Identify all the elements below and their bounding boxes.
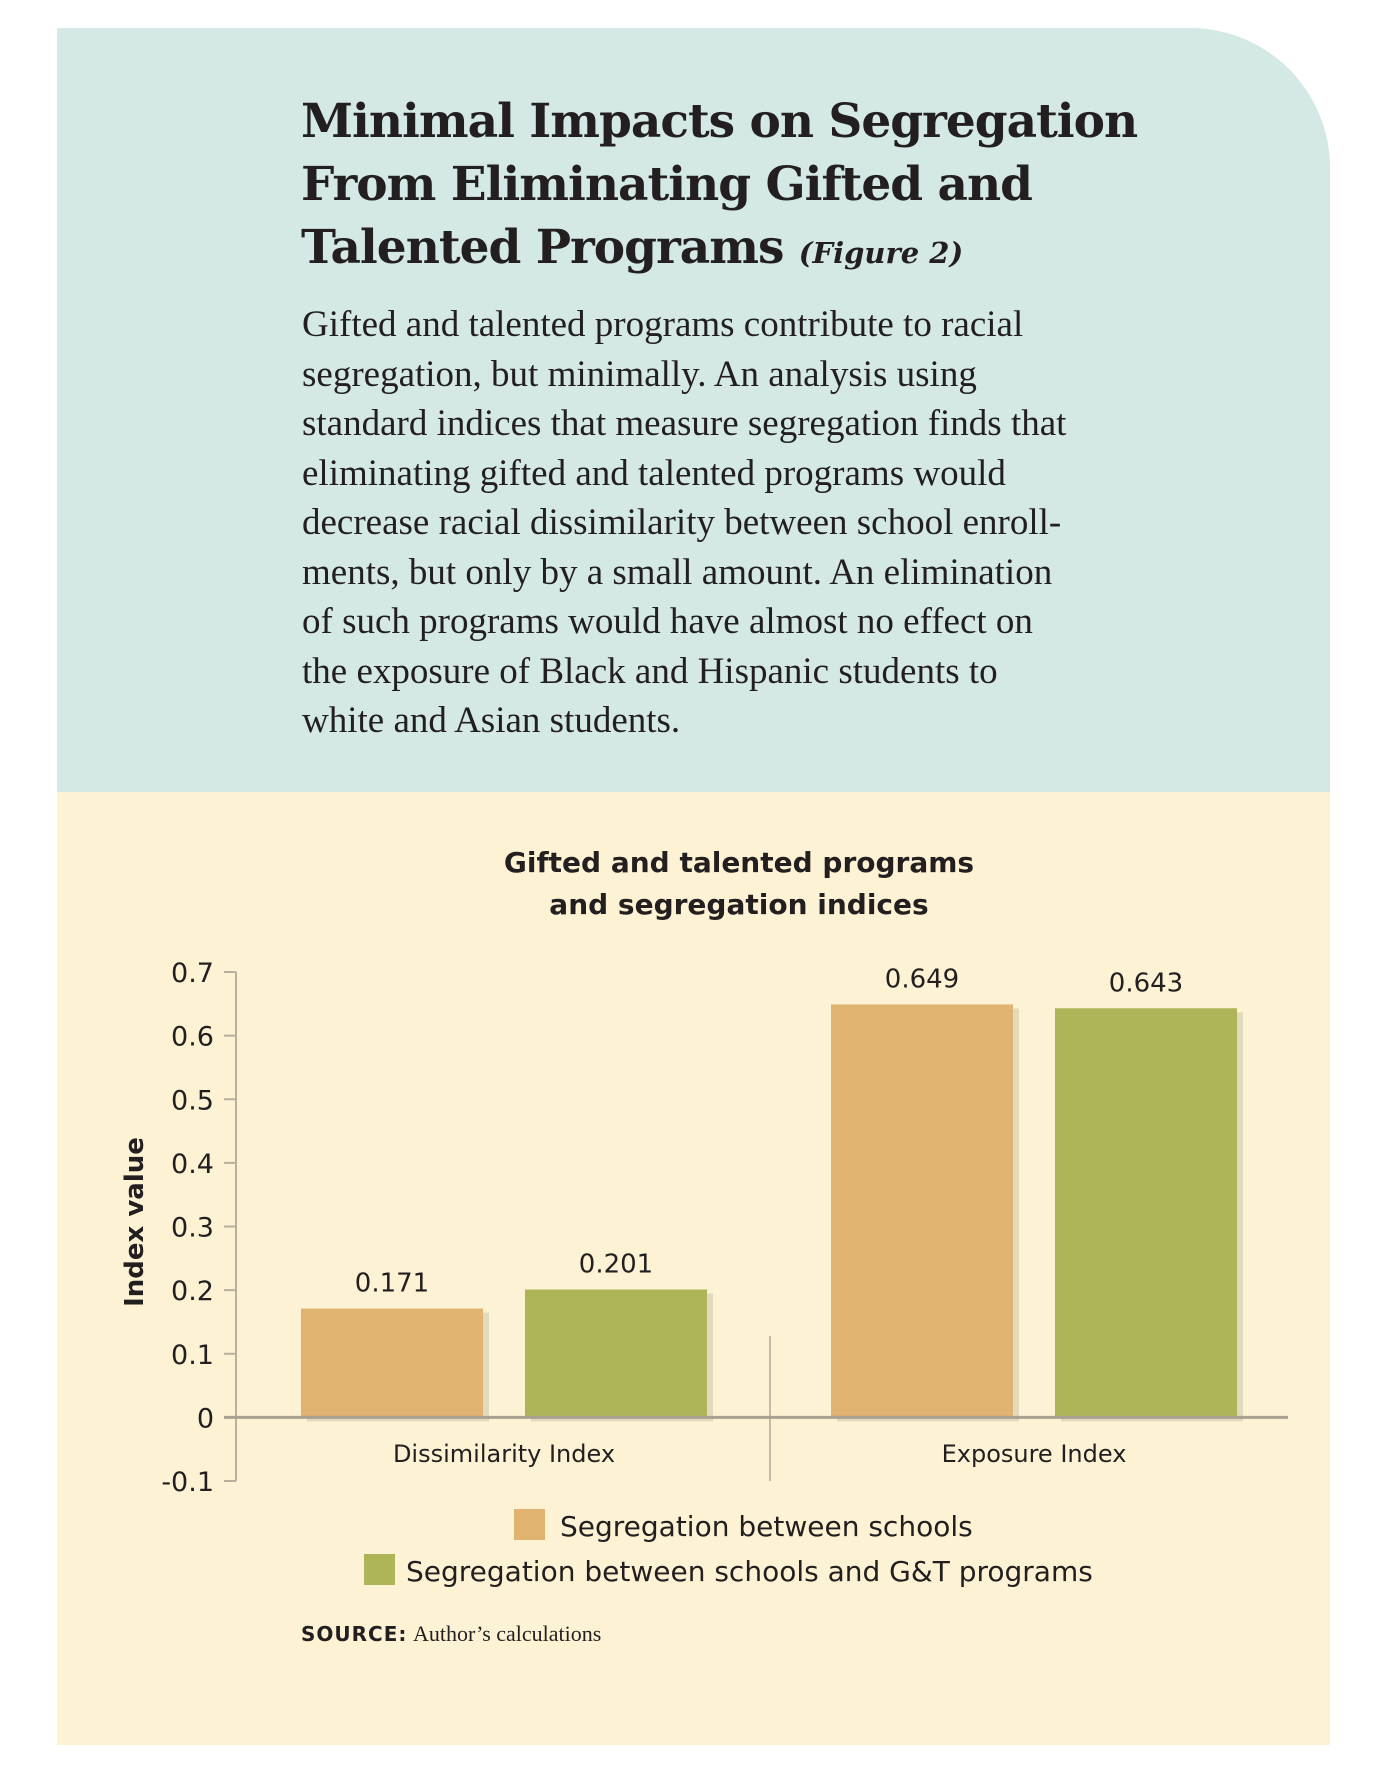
legend-swatch xyxy=(364,1554,395,1585)
chart-title: and segregation indices xyxy=(549,888,928,921)
description-line: eliminating gifted and talented programs… xyxy=(302,452,1006,494)
y-axis-label: Index value xyxy=(120,1137,150,1307)
legend-label: Segregation between schools xyxy=(560,1510,973,1543)
description-line: standard indices that measure segregatio… xyxy=(302,403,1067,444)
bar xyxy=(831,1004,1013,1418)
data-label: 0.201 xyxy=(579,1249,653,1279)
figure-panel: Minimal Impacts on Segregation From Elim… xyxy=(57,28,1330,1745)
figure-title: Minimal Impacts on Segregation From Elim… xyxy=(301,90,1261,285)
header-section xyxy=(57,28,1330,792)
data-label: 0.171 xyxy=(355,1269,429,1299)
y-tick-label: 0 xyxy=(197,1403,214,1434)
title-text: Minimal Impacts on Segregation From Elim… xyxy=(301,94,1138,275)
description-line: the exposure of Black and Hispanic stude… xyxy=(302,650,998,692)
source-note: SOURCE: Author’s calculations xyxy=(301,1621,601,1647)
bar xyxy=(1055,1008,1237,1418)
description: Gifted and talented programs contribute … xyxy=(302,300,1282,746)
data-label: 0.643 xyxy=(1109,968,1183,998)
y-tick-label: 0.5 xyxy=(171,1085,214,1116)
x-tick-label: Exposure Index xyxy=(942,1440,1127,1468)
bar xyxy=(301,1308,483,1418)
chart-title: Gifted and talented programs xyxy=(504,846,974,879)
description-line: segregation, but minimally. An analysis … xyxy=(302,353,977,395)
description-line: ments, but only by a small amount. An el… xyxy=(302,551,1053,593)
y-tick-label: 0.7 xyxy=(171,958,214,989)
bar xyxy=(525,1289,707,1418)
data-label: 0.649 xyxy=(885,964,959,994)
y-tick-label: 0.3 xyxy=(171,1213,214,1244)
description-line: of such programs would have almost no ef… xyxy=(302,601,1033,642)
source-text: Author’s calculations xyxy=(412,1621,602,1646)
y-tick-label: -0.1 xyxy=(161,1467,214,1498)
figure-label: (Figure 2) xyxy=(798,236,964,270)
y-tick-label: 0.6 xyxy=(171,1022,214,1053)
y-tick-label: 0.2 xyxy=(171,1276,214,1307)
y-tick-label: 0.1 xyxy=(171,1340,214,1371)
legend-swatch xyxy=(514,1509,545,1540)
description-line: decrease racial dissimilarity between sc… xyxy=(302,502,1062,543)
description-line: Gifted and talented programs contribute … xyxy=(302,304,1024,345)
source-label: SOURCE: xyxy=(301,1622,408,1646)
y-tick-label: 0.4 xyxy=(171,1149,214,1180)
description-line: white and Asian students. xyxy=(302,700,681,741)
x-tick-label: Dissimilarity Index xyxy=(393,1440,615,1468)
legend-label: Segregation between schools and G&T prog… xyxy=(406,1555,1093,1588)
